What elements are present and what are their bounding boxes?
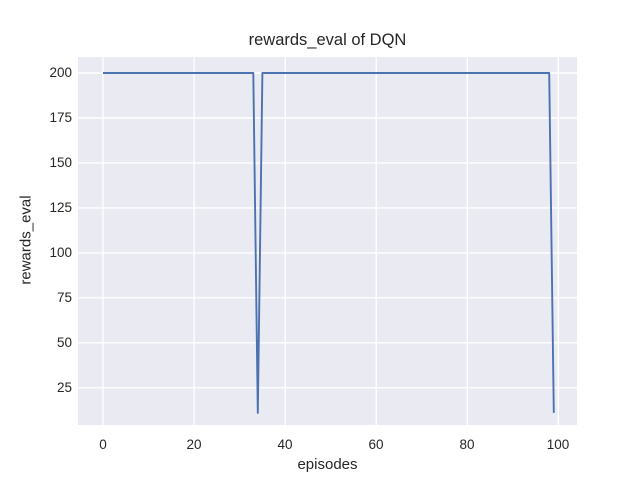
x-tick-label: 60 xyxy=(368,437,384,452)
plot-area xyxy=(78,57,577,425)
x-tick-label: 40 xyxy=(277,437,293,452)
y-tick-label: 75 xyxy=(56,290,72,305)
y-tick-label: 25 xyxy=(56,380,72,395)
y-tick-label: 100 xyxy=(49,245,72,260)
line-chart-svg xyxy=(78,57,577,425)
x-tick-label: 100 xyxy=(546,437,570,452)
x-tick-label: 80 xyxy=(459,437,475,452)
x-tick-label: 20 xyxy=(186,437,202,452)
y-tick-label: 200 xyxy=(49,65,72,80)
y-tick-label: 125 xyxy=(49,200,72,215)
chart-title: rewards_eval of DQN xyxy=(248,31,407,49)
y-tick-label: 50 xyxy=(56,335,72,350)
y-tick-label: 175 xyxy=(49,110,72,125)
y-tick-label: 150 xyxy=(49,155,72,170)
x-tick-label: 0 xyxy=(99,437,107,452)
x-axis-label: episodes xyxy=(297,456,358,473)
